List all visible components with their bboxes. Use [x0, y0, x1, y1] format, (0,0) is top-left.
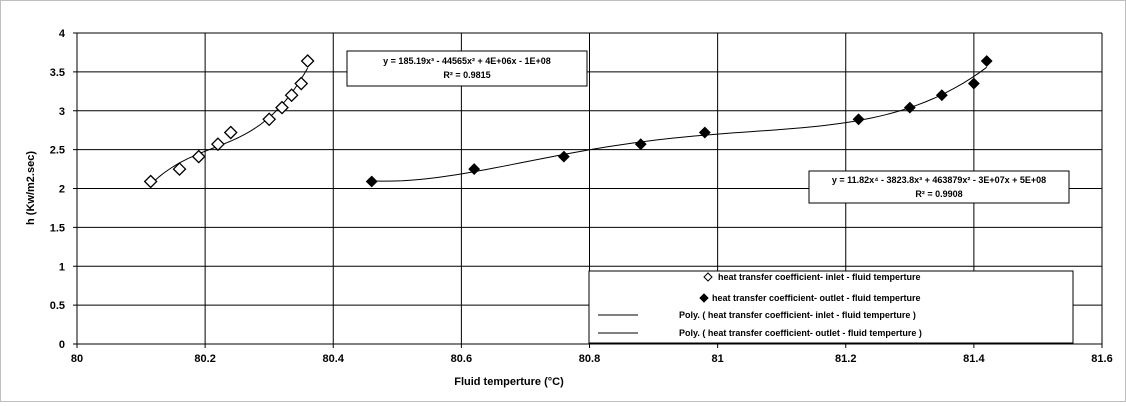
- y-tick-label: 3: [59, 106, 65, 118]
- inlet-data-point: [172, 162, 187, 176]
- inlet-data-point: [284, 88, 299, 103]
- y-axis-label: h (Kw/m2.sec): [25, 151, 37, 225]
- r2-inlet: R² = 0.9815: [443, 70, 490, 80]
- outlet-data-point: [365, 175, 378, 188]
- x-tick-label: 81.4: [963, 353, 985, 365]
- outlet-data-point: [852, 113, 865, 126]
- inlet-data-point: [262, 112, 277, 127]
- legend-label-inlet: heat transfer coefficient- inlet - fluid…: [718, 272, 921, 282]
- legend-label-outlet-trend: Poly. ( heat transfer coefficient- outle…: [679, 328, 922, 338]
- y-tick-label: 1: [59, 261, 65, 273]
- legend-label-outlet: heat transfer coefficient- outlet - flui…: [712, 293, 921, 303]
- y-tick-label: 1.5: [50, 222, 65, 234]
- inlet-data-point: [223, 125, 238, 140]
- x-tick-label: 80: [71, 353, 83, 365]
- legend-label-inlet-trend: Poly. ( heat transfer coefficient- inlet…: [679, 310, 916, 320]
- y-tick-label: 4: [59, 28, 66, 40]
- y-tick-label: 2.5: [50, 145, 65, 157]
- equation-box-outlet: y = 11.82x⁴ - 3823.8x³ + 463879x² - 3E+0…: [808, 170, 1070, 204]
- outlet-data-point: [468, 163, 481, 175]
- outlet-data-point: [967, 77, 980, 90]
- y-tick-label: 2: [59, 184, 65, 196]
- legend-symbol-outlet: [699, 293, 709, 303]
- x-tick-label: 81.6: [1091, 353, 1112, 365]
- inlet-data-point: [275, 100, 289, 115]
- equation-outlet: y = 11.82x⁴ - 3823.8x³ + 463879x² - 3E+0…: [832, 175, 1046, 185]
- x-tick-label: 80.8: [579, 353, 600, 365]
- inlet-data-point: [294, 76, 309, 91]
- outlet-data-point: [980, 55, 993, 67]
- x-tick-label: 81.2: [835, 353, 856, 365]
- trendline-0: [150, 67, 309, 185]
- outlet-data-point: [698, 126, 711, 139]
- y-tick-label: 0: [59, 339, 65, 351]
- inlet-data-point: [191, 149, 206, 164]
- outlet-data-point: [557, 150, 570, 163]
- x-tick-label: 80.4: [323, 353, 345, 365]
- inlet-data-point: [143, 174, 158, 189]
- outlet-data-point: [935, 89, 948, 102]
- y-tick-label: 3.5: [50, 67, 65, 79]
- y-tick-label: 0.5: [50, 300, 65, 312]
- legend: heat transfer coefficient- inlet - fluid…: [588, 270, 1074, 344]
- tick-labels: 80 80.2 80.4 80.6 80.8 81 81.2 81.4 81.6 0 0.5 1 1.5…: [50, 28, 1113, 365]
- outlet-data-point: [634, 138, 647, 151]
- x-tick-label: 81: [712, 353, 724, 365]
- inlet-data-point: [300, 54, 315, 68]
- inlet-data-point: [211, 137, 225, 152]
- equation-inlet: y = 185.19x³ - 44565x² + 4E+06x - 1E+08: [383, 56, 551, 66]
- equation-box-inlet: y = 185.19x³ - 44565x² + 4E+06x - 1E+08 …: [346, 50, 588, 87]
- x-tick-label: 80.6: [451, 353, 472, 365]
- legend-symbol-inlet: [703, 272, 713, 282]
- data-points: [143, 54, 993, 189]
- outlet-data-point: [903, 101, 916, 114]
- x-axis-label: Fluid temperture (°C): [454, 376, 564, 388]
- r2-outlet: R² = 0.9908: [915, 189, 962, 199]
- x-tick-label: 80.2: [194, 353, 215, 365]
